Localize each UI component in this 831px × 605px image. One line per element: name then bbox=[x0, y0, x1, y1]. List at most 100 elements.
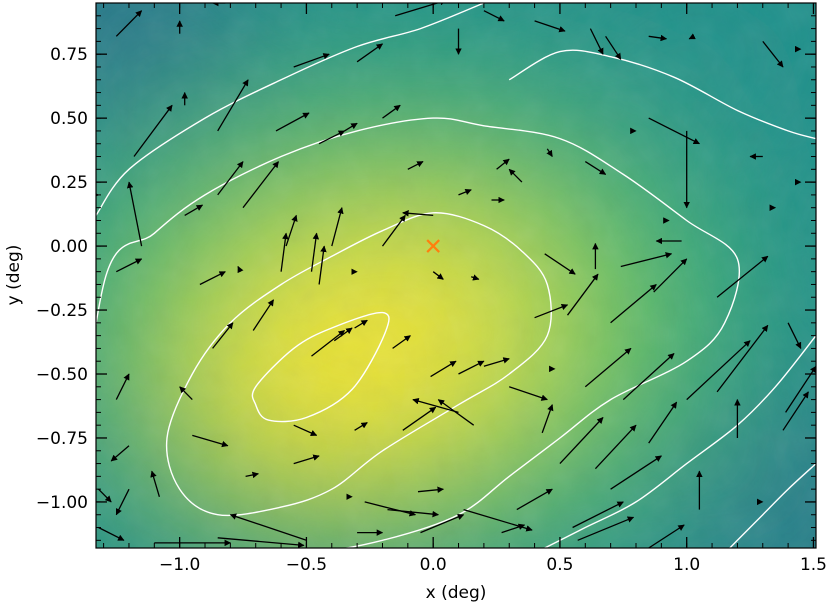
vector-arrow bbox=[275, 112, 310, 132]
y-axis-label: y (deg) bbox=[4, 245, 24, 306]
vector-arrow bbox=[594, 424, 637, 470]
velocity-vectors bbox=[98, 3, 816, 548]
vector-arrow bbox=[356, 43, 384, 63]
vector-arrow bbox=[610, 455, 662, 490]
vector-arrow bbox=[782, 391, 809, 431]
contour-line bbox=[165, 212, 552, 517]
x-tick-label: 0.5 bbox=[546, 555, 573, 575]
vector-arrow bbox=[686, 340, 751, 401]
vector-arrow bbox=[648, 524, 685, 548]
vector-arrow bbox=[402, 210, 434, 217]
vector-arrow bbox=[572, 501, 624, 529]
vector-arrow bbox=[501, 523, 526, 534]
vector-arrow bbox=[311, 329, 346, 357]
vector-arrow bbox=[387, 508, 439, 518]
vector-arrow bbox=[392, 335, 411, 349]
contour-line bbox=[96, 117, 741, 548]
vector-arrow bbox=[229, 513, 307, 541]
vector-arrow bbox=[407, 161, 424, 170]
vector-arrow bbox=[318, 130, 346, 145]
vector-arrow bbox=[192, 434, 229, 448]
vector-arrow bbox=[310, 232, 320, 272]
x-tick-label: −0.5 bbox=[286, 555, 327, 575]
vector-arrow bbox=[716, 324, 769, 393]
vector-arrow bbox=[344, 122, 358, 132]
vector-arrow bbox=[648, 34, 668, 42]
vector-arrow bbox=[150, 470, 161, 497]
vector-arrow bbox=[364, 501, 417, 517]
vector-arrow bbox=[412, 398, 459, 414]
y-tick-label: −0.50 bbox=[36, 365, 88, 385]
vector-arrow bbox=[648, 117, 700, 145]
vector-arrow bbox=[252, 299, 275, 331]
vector-arrow bbox=[584, 161, 607, 175]
vector-arrow bbox=[589, 28, 604, 55]
vector-arrow bbox=[98, 526, 125, 541]
vector-arrow bbox=[688, 33, 696, 40]
vector-arrow bbox=[605, 35, 622, 60]
vector-arrow bbox=[318, 245, 327, 285]
vector-arrow bbox=[787, 322, 802, 349]
vector-arrow bbox=[212, 322, 234, 349]
vector-arrow bbox=[115, 373, 130, 400]
vector-arrow bbox=[508, 386, 548, 401]
vector-arrow bbox=[458, 188, 472, 196]
vector-arrow bbox=[516, 488, 553, 511]
plot-area bbox=[96, 3, 816, 548]
y-tick-label: 0.75 bbox=[50, 45, 88, 65]
contour-line bbox=[96, 3, 485, 216]
vector-arrow bbox=[508, 168, 523, 183]
vector-arrow bbox=[179, 386, 193, 401]
vector-arrow bbox=[354, 422, 368, 431]
vector-arrow bbox=[242, 161, 280, 209]
vector-arrow bbox=[534, 20, 566, 33]
vector-arrow bbox=[381, 214, 406, 247]
vector-arrow bbox=[333, 327, 353, 342]
vector-arrow bbox=[285, 214, 298, 247]
vector-arrow bbox=[280, 232, 289, 272]
x-tick-label: 1.5 bbox=[800, 555, 827, 575]
center-marker-stroke bbox=[426, 239, 440, 253]
vector-arrow bbox=[566, 273, 599, 316]
vector-arrow bbox=[116, 258, 143, 273]
vector-arrow bbox=[762, 40, 784, 68]
y-tick-label: −1.00 bbox=[36, 493, 88, 513]
vector-arrow bbox=[541, 404, 554, 434]
vector-arrow bbox=[293, 454, 320, 465]
vector-arrow bbox=[577, 516, 635, 541]
vector-arrow bbox=[217, 537, 305, 548]
vector-arrow bbox=[245, 471, 259, 479]
y-tick-label: −0.75 bbox=[36, 429, 88, 449]
background-noise bbox=[96, 3, 816, 548]
vector-arrow bbox=[458, 360, 485, 375]
vector-arrow bbox=[395, 3, 447, 17]
vector-arrow bbox=[534, 303, 569, 319]
vector-arrow bbox=[217, 79, 249, 132]
vector-arrow bbox=[544, 253, 576, 275]
y-tick-label: 0.00 bbox=[50, 237, 88, 257]
vector-arrow bbox=[496, 158, 510, 170]
contour-line bbox=[251, 311, 390, 423]
vector-arrow bbox=[559, 417, 604, 465]
vector-arrow bbox=[110, 445, 130, 462]
vector-arrow bbox=[483, 357, 510, 367]
plot-frame bbox=[95, 2, 817, 549]
x-tick-label: −1.0 bbox=[159, 555, 200, 575]
vector-arrow bbox=[430, 360, 457, 378]
vector-arrow bbox=[217, 161, 244, 196]
vector-arrow bbox=[648, 401, 678, 444]
vector-arrow bbox=[584, 347, 632, 388]
center-marker bbox=[426, 239, 440, 253]
vector-arrow bbox=[483, 10, 505, 22]
vector-arrow bbox=[184, 204, 204, 216]
vector-arrow bbox=[199, 271, 226, 286]
vector-arrow bbox=[237, 265, 244, 274]
vector-arrow bbox=[432, 271, 444, 280]
axis-ticks: −1.0 −0.5 0.0 0.5 1.0 1.5 −1.00 −0.75 −0.50 −0.25… bbox=[36, 2, 827, 575]
contour-line bbox=[728, 463, 816, 548]
y-tick-label: −0.25 bbox=[36, 301, 88, 321]
vector-arrow bbox=[382, 104, 401, 119]
y-tick-label: 0.50 bbox=[50, 109, 88, 129]
vector-arrow bbox=[98, 488, 112, 503]
